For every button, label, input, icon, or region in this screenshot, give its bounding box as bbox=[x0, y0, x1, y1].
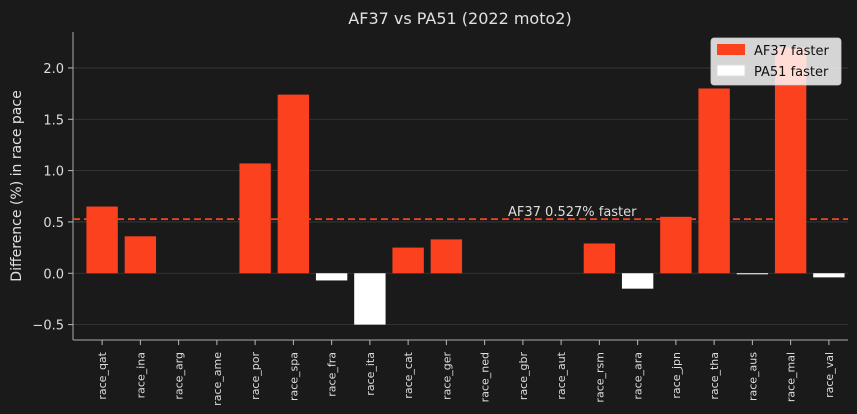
x-tick-label: race_mal bbox=[785, 352, 798, 402]
reference-line-label: AF37 0.527% faster bbox=[508, 205, 637, 220]
x-ticks: race_qat race_ina race_arg race_ame race_por… bbox=[96, 340, 836, 406]
legend-label: PA51 faster bbox=[754, 65, 829, 80]
x-tick-label: race_qat bbox=[96, 351, 109, 399]
y-tick-label: 1.0 bbox=[43, 165, 64, 180]
bar-race_fra bbox=[315, 273, 348, 281]
legend: AF37 faster PA51 faster bbox=[710, 37, 842, 86]
x-tick-label: race_jpn bbox=[670, 352, 683, 399]
x-tick-label: race_tha bbox=[708, 352, 721, 400]
bar-race_ger bbox=[430, 239, 463, 274]
y-tick-label: −0.5 bbox=[32, 319, 64, 334]
x-tick-label: race_por bbox=[249, 352, 262, 400]
x-tick-label: race_ina bbox=[134, 352, 147, 398]
bar-race_rsm bbox=[583, 243, 616, 274]
y-ticks: −0.5 0.0 0.5 1.0 1.5 2.0 bbox=[32, 62, 73, 334]
y-tick-label: 0.0 bbox=[43, 267, 64, 282]
bar-race_val bbox=[813, 273, 845, 278]
reference-line-group: AF37 0.527% faster bbox=[73, 205, 848, 220]
grid-lines bbox=[73, 67, 848, 326]
x-tick-label: race_aut bbox=[555, 351, 568, 399]
bar-race_qat bbox=[86, 206, 118, 274]
x-tick-label: race_spa bbox=[287, 352, 300, 401]
x-tick-label: race_arg bbox=[173, 352, 186, 400]
y-axis-label: Difference (%) in race pace bbox=[9, 90, 25, 281]
bar-race_ita bbox=[354, 273, 386, 325]
y-tick-label: 1.5 bbox=[43, 113, 64, 128]
bar-race_ina bbox=[124, 236, 157, 274]
x-tick-label: race_cat bbox=[402, 351, 415, 398]
x-tick-label: race_gbr bbox=[517, 352, 530, 401]
legend-label: AF37 faster bbox=[754, 44, 829, 59]
bar-race_tha bbox=[698, 88, 730, 274]
axes bbox=[72, 32, 848, 341]
bar-race_jpn bbox=[660, 216, 692, 274]
x-tick-label: race_ger bbox=[440, 352, 453, 400]
x-tick-label: race_val bbox=[823, 352, 836, 398]
y-tick-label: 0.5 bbox=[43, 216, 64, 231]
y-tick-label: 2.0 bbox=[43, 62, 64, 77]
x-tick-label: race_ame bbox=[211, 352, 224, 406]
bars bbox=[86, 47, 845, 325]
x-tick-label: race_ned bbox=[479, 352, 492, 402]
x-tick-label: race_rsm bbox=[593, 352, 606, 403]
legend-swatch bbox=[717, 44, 745, 55]
bar-race_spa bbox=[277, 94, 310, 274]
bar-race_aus bbox=[736, 273, 769, 275]
bar-race_ara bbox=[621, 273, 654, 289]
chart-title: AF37 vs PA51 (2022 moto2) bbox=[348, 9, 571, 28]
x-tick-label: race_ara bbox=[632, 352, 645, 400]
x-tick-label: race_ita bbox=[364, 352, 377, 396]
x-tick-label: race_aus bbox=[746, 352, 759, 401]
bar-race_cat bbox=[392, 247, 424, 274]
legend-swatch bbox=[716, 64, 746, 77]
x-tick-label: race_fra bbox=[326, 352, 339, 397]
